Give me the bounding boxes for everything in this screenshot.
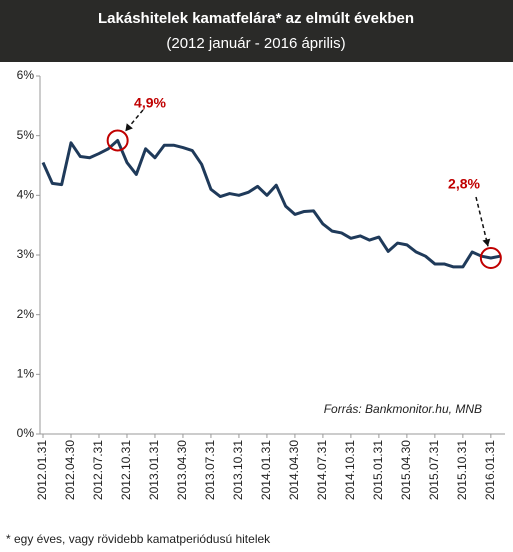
annotation-label: 2,8% <box>448 176 480 192</box>
y-tick-label: 0% <box>17 426 35 440</box>
x-tick-label: 2013.07.31 <box>203 440 217 500</box>
x-tick-label: 2015.10.31 <box>455 440 469 500</box>
y-tick-label: 2% <box>17 307 35 321</box>
x-tick-label: 2014.10.31 <box>343 440 357 500</box>
footnote: * egy éves, vagy rövidebb kamatperiódusú… <box>6 532 271 546</box>
y-tick-label: 1% <box>17 367 35 381</box>
x-tick-label: 2013.01.31 <box>147 440 161 500</box>
series-line <box>41 138 501 269</box>
x-tick-label: 2013.04.30 <box>175 440 189 500</box>
x-tick-label: 2014.01.31 <box>259 440 273 500</box>
x-tick-label: 2012.01.31 <box>35 440 49 500</box>
highlight-circle <box>479 246 502 269</box>
y-tick-label: 5% <box>17 128 35 142</box>
header-band <box>0 0 513 62</box>
annotation-label: 4,9% <box>134 95 166 111</box>
x-tick-label: 2015.01.31 <box>371 440 385 500</box>
x-tick-label: 2012.10.31 <box>119 440 133 500</box>
chart-title: Lakáshitelek kamatfelára* az elmúlt évek… <box>98 10 414 27</box>
y-tick-label: 4% <box>17 188 35 202</box>
y-tick-label: 3% <box>17 247 35 261</box>
source: Forrás: Bankmonitor.hu, MNB <box>324 402 482 416</box>
x-tick-label: 2014.07.31 <box>315 440 329 500</box>
arrow-head <box>125 123 133 132</box>
chart-subtitle: (2012 január - 2016 április) <box>166 35 345 52</box>
y-tick-label: 6% <box>17 68 35 82</box>
annotation-arrow <box>475 196 489 247</box>
highlight-circle <box>106 129 129 152</box>
x-tick-label: 2014.04.30 <box>287 440 301 500</box>
x-tick-label: 2013.10.31 <box>231 440 245 500</box>
x-tick-label: 2016.01.31 <box>483 440 497 500</box>
x-tick-label: 2012.07.31 <box>91 440 105 500</box>
x-tick-label: 2012.04.30 <box>63 440 77 500</box>
arrow-head <box>482 238 491 247</box>
x-tick-label: 2015.07.31 <box>427 440 441 500</box>
x-tick-label: 2015.04.30 <box>399 440 413 500</box>
